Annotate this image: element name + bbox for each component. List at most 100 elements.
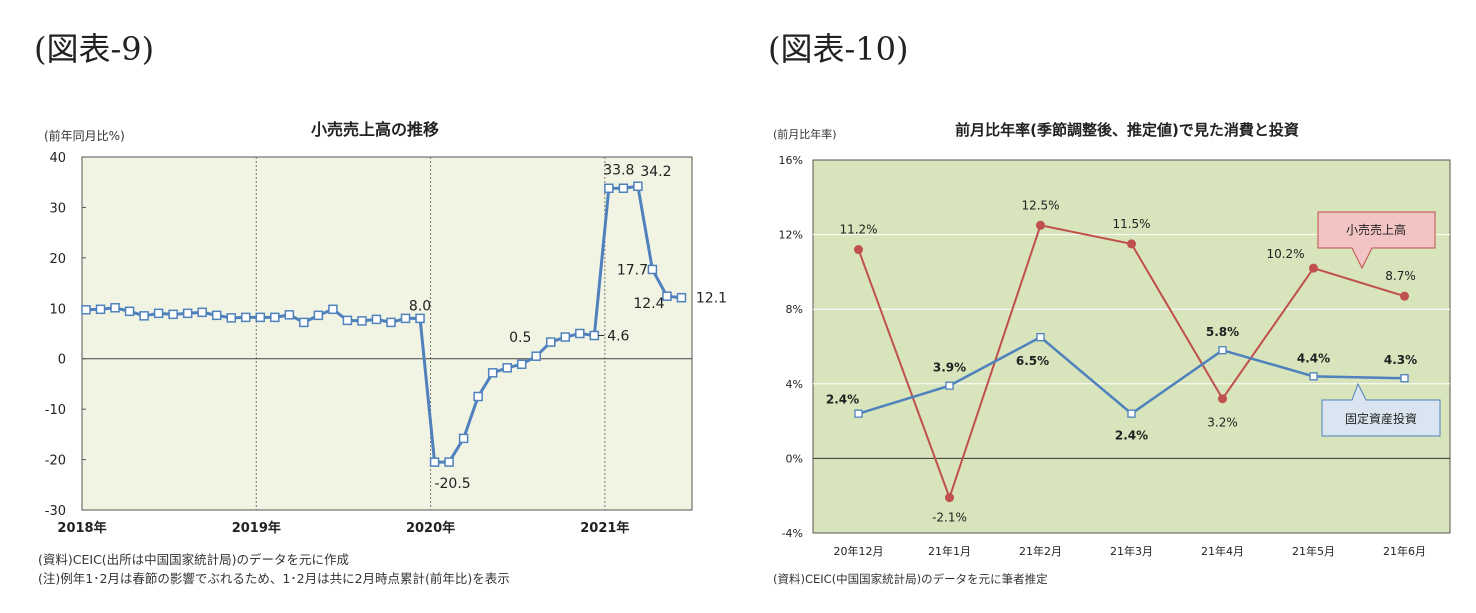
left-source-note: (資料)CEIC(出所は中国国家統計局)のデータを元に作成: [38, 552, 350, 567]
left-y-tick-label: 20: [49, 252, 66, 267]
fixed-investment-legend: 固定資産投資: [1345, 411, 1417, 426]
left-y-tick-label: 30: [49, 201, 66, 216]
retail-sales-point: [1309, 263, 1318, 273]
left-data-point: [226, 313, 236, 323]
fixed-investment-label: 3.9%: [933, 361, 966, 375]
left-data-point: [182, 308, 193, 319]
retail-sales-point: [1218, 394, 1227, 404]
left-data-point: [604, 183, 614, 194]
right-y-tick-label: -4%: [782, 527, 803, 540]
left-data-point: [241, 312, 251, 323]
left-data-point: [299, 317, 309, 328]
left-y-tick-label: -20: [45, 454, 66, 469]
right-x-tick-label: 21年3月: [1110, 544, 1153, 558]
figure-10-title: (図表-10): [768, 30, 909, 68]
right-x-tick-label: 21年4月: [1201, 544, 1244, 558]
left-data-point: [124, 306, 135, 317]
left-data-point: [444, 457, 454, 467]
left-data-point: [546, 337, 556, 347]
left-data-point: [589, 330, 600, 341]
left-data-point: [197, 307, 207, 318]
left-data-point: [139, 311, 149, 321]
right-x-tick-label: 21年2月: [1019, 544, 1062, 558]
left-data-point: [662, 291, 672, 301]
left-data-point: [531, 351, 541, 361]
fixed-investment-point: [1400, 374, 1409, 383]
left-x-tick-label: 2020年: [406, 520, 455, 536]
left-data-label: 0.5: [509, 330, 531, 346]
retail-sales-label: 11.2%: [839, 223, 877, 237]
left-data-point: [284, 310, 295, 320]
retail-sales-legend: 小売売上高: [1346, 222, 1406, 237]
retail-sales-label: 8.7%: [1385, 269, 1416, 283]
left-data-point: [357, 316, 367, 326]
left-data-label: 8.0: [409, 298, 431, 314]
left-data-label: 17.7: [617, 262, 648, 278]
right-y-tick-label: 16%: [779, 154, 803, 167]
left-chart-title: 小売売上高の推移: [311, 120, 439, 139]
left-data-point: [633, 181, 643, 191]
right-y-axis-label: (前月比年率): [773, 127, 837, 141]
left-data-point: [618, 183, 629, 194]
fixed-investment-point: [945, 381, 954, 390]
left-data-point: [415, 313, 425, 324]
left-data-label: -20.5: [434, 476, 470, 492]
left-y-tick-label: 40: [49, 151, 66, 166]
retail-sales-point: [1400, 291, 1409, 301]
right-x-tick-label: 21年1月: [928, 544, 971, 558]
fixed-investment-label: 2.4%: [826, 393, 859, 407]
retail-sales-point: [945, 493, 954, 503]
left-data-label: 12.4: [633, 296, 664, 312]
left-data-point: [647, 264, 658, 275]
fixed-investment-point: [854, 409, 863, 418]
left-y-tick-label: 0: [58, 353, 66, 368]
left-data-label: 34.2: [640, 164, 671, 180]
left-data-point: [458, 433, 469, 444]
left-data-point: [400, 313, 411, 324]
left-plot-area: [81, 156, 693, 511]
right-x-tick-label: 21年5月: [1292, 544, 1335, 558]
fixed-investment-point: [1309, 372, 1318, 381]
left-data-point: [110, 303, 120, 313]
retail-sales-label: 11.5%: [1112, 217, 1150, 231]
retail-sales-point: [854, 245, 863, 255]
left-data-point: [255, 312, 266, 323]
retail-sales-label: 10.2%: [1266, 247, 1304, 261]
right-source-note: (資料)CEIC(中国国家統計局)のデータを元に筆者推定: [773, 572, 1048, 586]
right-y-tick-label: 0%: [786, 452, 803, 465]
left-data-point: [516, 359, 527, 370]
left-x-tick-label: 2018年: [57, 520, 106, 536]
fixed-investment-label: 6.5%: [1016, 354, 1049, 368]
left-data-point: [270, 312, 280, 323]
left-data-label: 12.1: [696, 291, 727, 307]
right-y-tick-label: 8%: [786, 303, 803, 316]
left-data-point: [473, 391, 483, 402]
retail-sales-point: [1127, 239, 1136, 249]
right-x-tick-label: 21年6月: [1383, 544, 1426, 558]
fixed-investment-point: [1218, 346, 1227, 355]
fixed-investment-callout: [1321, 382, 1441, 437]
fixed-investment-point: [1127, 409, 1136, 418]
left-footnote: (注)例年1･2月は春節の影響でぶれるため、1･2月は共に2月時点累計(前年比)…: [38, 571, 510, 586]
left-data-point: [487, 368, 498, 378]
left-data-point: [313, 310, 324, 321]
left-data-label: 4.6: [607, 329, 629, 345]
left-x-tick-label: 2021年: [580, 520, 629, 536]
left-data-label: 33.8: [603, 162, 634, 178]
left-data-point: [676, 292, 687, 303]
left-y-tick-label: 10: [49, 302, 66, 317]
left-data-point: [429, 457, 440, 467]
left-y-axis-label: (前年同月比%): [44, 128, 125, 143]
retail-sales-point: [1036, 220, 1045, 230]
retail-sales-label: -2.1%: [932, 511, 967, 525]
left-data-point: [560, 332, 571, 342]
left-x-tick-label: 2019年: [232, 520, 281, 536]
left-data-point: [575, 328, 585, 339]
retail-sales-callout: [1317, 211, 1436, 270]
retail-sales-label: 12.5%: [1021, 198, 1059, 212]
figure-9-title: (図表-9): [34, 30, 155, 68]
fixed-investment-label: 5.8%: [1206, 325, 1239, 339]
left-y-tick-label: -30: [45, 504, 66, 519]
fixed-investment-label: 4.4%: [1297, 351, 1330, 365]
left-data-point: [342, 315, 353, 326]
